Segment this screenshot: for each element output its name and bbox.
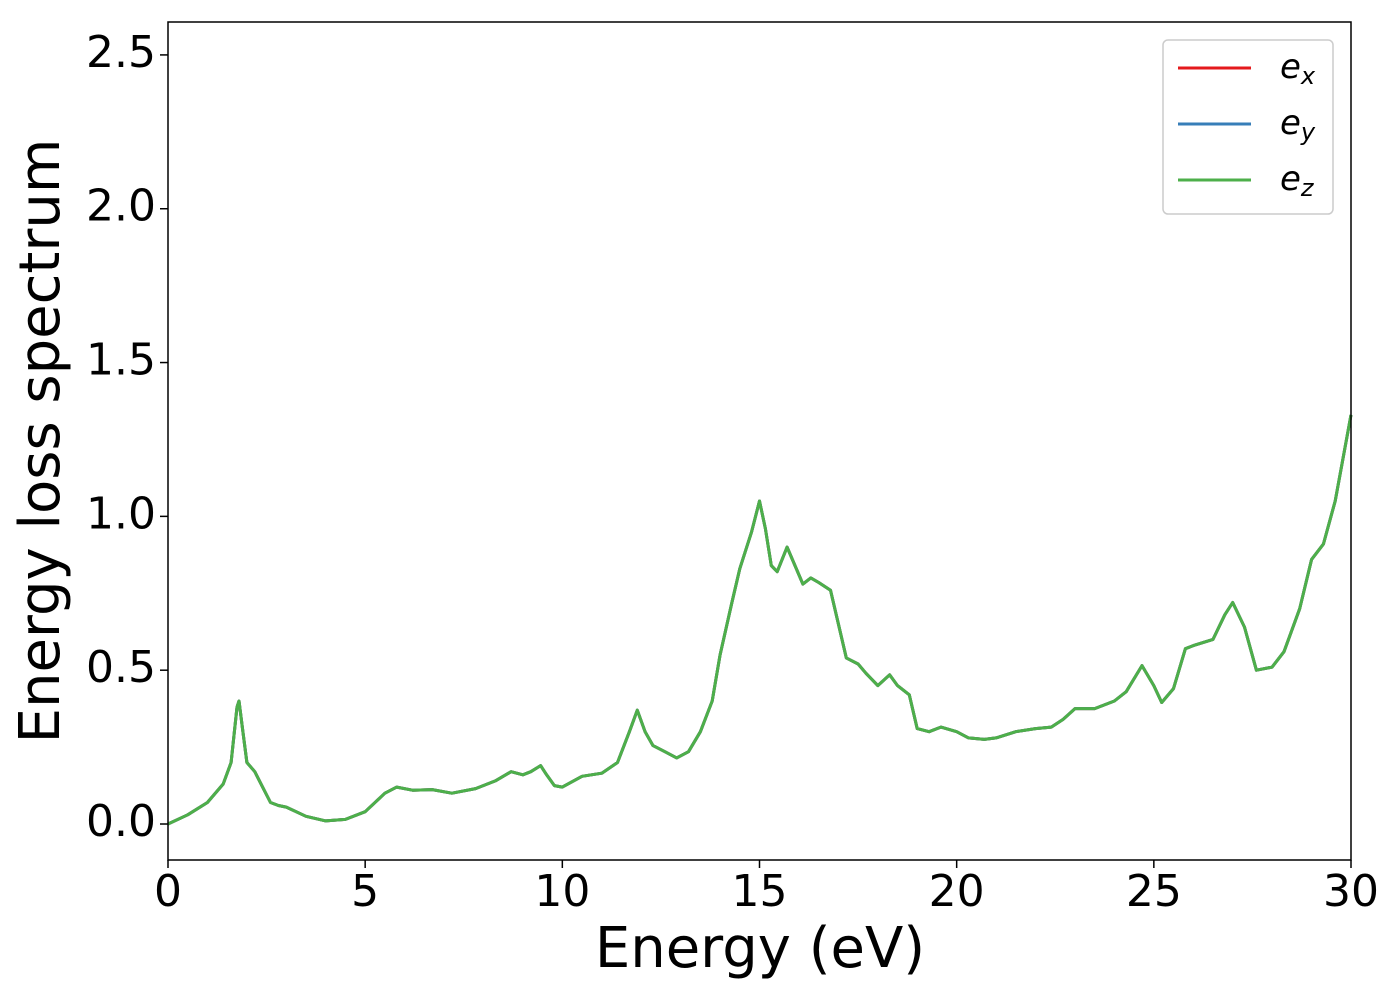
- y-tick-label: 0.5: [86, 642, 156, 693]
- legend-box: [1162, 39, 1334, 215]
- y-tick-label: 0.0: [86, 796, 156, 847]
- plot-frame: [167, 21, 1352, 861]
- legend-label: ex: [1280, 47, 1316, 91]
- x-tick-label: 25: [1126, 866, 1182, 917]
- y-tick-label: 2.0: [86, 181, 156, 232]
- series-line: [167, 414, 1353, 826]
- x-axis-label: Energy (eV): [595, 916, 925, 981]
- series-line: [167, 414, 1353, 826]
- x-tick-label: 0: [154, 866, 182, 917]
- y-tick-label: 1.5: [86, 335, 156, 386]
- x-tick-label: 30: [1323, 866, 1379, 917]
- x-tick-label: 15: [732, 866, 788, 917]
- series-line: [167, 414, 1353, 826]
- x-tick-label: 20: [929, 866, 985, 917]
- y-tick-label: 1.0: [86, 488, 156, 539]
- x-tick-label: 10: [534, 866, 590, 917]
- legend-label: ez: [1280, 159, 1315, 203]
- y-axis-label: Energy loss spectrum: [8, 139, 73, 744]
- x-tick-label: 5: [351, 866, 379, 917]
- y-tick-label: 2.5: [86, 27, 156, 78]
- legend-label: ey: [1280, 103, 1316, 147]
- legend: ex ey ez: [1162, 39, 1334, 215]
